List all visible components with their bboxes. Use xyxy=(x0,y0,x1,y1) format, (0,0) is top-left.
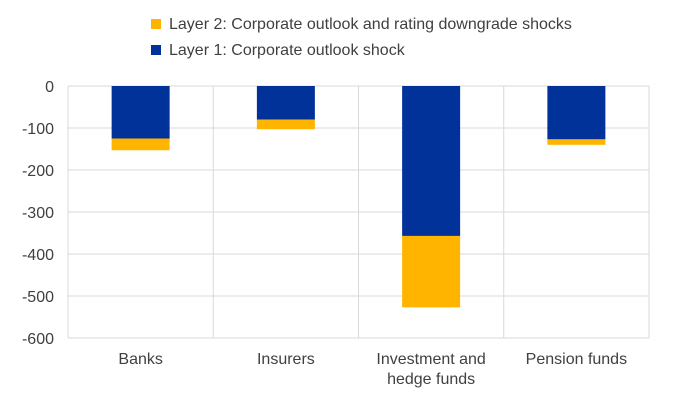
chart-bars xyxy=(111,86,606,308)
y-tick-label: 0 xyxy=(45,79,54,96)
x-category-label: Insurers xyxy=(257,351,315,368)
x-category-label: hedge funds xyxy=(387,371,475,388)
bar-segment-1-2 xyxy=(256,86,315,120)
y-tick-label: -500 xyxy=(22,289,54,306)
bar-segment-2-4 xyxy=(547,139,606,145)
y-axis: 0 -100 -200 -300 -400 -500 -600 xyxy=(22,79,54,348)
y-tick-label: -100 xyxy=(22,121,54,138)
legend-swatch xyxy=(151,45,161,55)
x-axis: Banks Insurers Investment and hedge funds Pe… xyxy=(118,351,627,388)
y-tick-label: -600 xyxy=(22,331,54,348)
x-category-label: Investment and xyxy=(376,351,485,368)
legend-label: Layer 2: Corporate outlook and rating do… xyxy=(169,16,572,33)
bar-segment-2-2 xyxy=(256,119,315,130)
bar-segment-2-3 xyxy=(402,235,461,308)
x-category-label: Banks xyxy=(118,351,162,368)
y-tick-label: -400 xyxy=(22,247,54,264)
bar-segment-1-4 xyxy=(547,86,606,140)
bar-segment-2-1 xyxy=(111,138,170,151)
bar-segment-1-3 xyxy=(402,86,461,236)
y-tick-label: -200 xyxy=(22,163,54,180)
bar-segment-1-1 xyxy=(111,86,170,139)
chart-legend: Layer 2: Corporate outlook and rating do… xyxy=(151,16,572,59)
legend-swatch xyxy=(151,19,161,29)
y-tick-label: -300 xyxy=(22,205,54,222)
x-category-label: Pension funds xyxy=(526,351,627,368)
legend-label: Layer 1: Corporate outlook shock xyxy=(169,42,406,59)
